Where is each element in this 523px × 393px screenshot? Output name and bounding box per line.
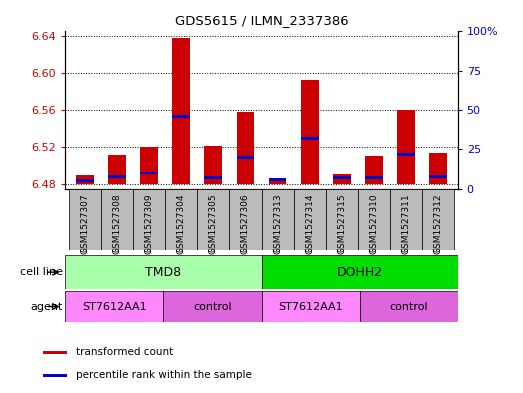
Bar — [133, 31, 165, 189]
Bar — [422, 31, 454, 189]
Bar — [236, 112, 254, 184]
Bar — [43, 351, 66, 354]
Bar — [293, 31, 326, 189]
Bar — [43, 374, 66, 377]
Bar — [301, 137, 319, 140]
Text: DOHH2: DOHH2 — [336, 266, 383, 279]
Bar — [397, 153, 415, 156]
Bar — [269, 178, 287, 184]
Text: GSM1527313: GSM1527313 — [273, 193, 282, 254]
Text: GSM1527315: GSM1527315 — [337, 193, 346, 254]
Bar — [133, 189, 165, 250]
Bar — [301, 79, 319, 184]
Bar — [326, 189, 358, 250]
Bar — [293, 189, 326, 250]
Text: cell line: cell line — [20, 267, 63, 277]
Text: ST7612AA1: ST7612AA1 — [82, 301, 147, 312]
Bar — [390, 189, 422, 250]
Bar — [204, 146, 222, 184]
Bar — [197, 189, 230, 250]
Text: TMD8: TMD8 — [145, 266, 181, 279]
Bar — [333, 174, 351, 184]
Text: ST7612AA1: ST7612AA1 — [278, 301, 343, 312]
Bar — [101, 31, 133, 189]
Bar — [140, 147, 158, 184]
Bar — [230, 31, 262, 189]
Text: GSM1527311: GSM1527311 — [402, 193, 411, 254]
Bar — [236, 156, 254, 159]
Bar — [108, 155, 126, 184]
Text: GSM1527312: GSM1527312 — [434, 193, 443, 254]
Bar — [69, 189, 101, 250]
Text: transformed count: transformed count — [76, 347, 174, 357]
Bar — [76, 175, 94, 184]
Bar — [358, 31, 390, 189]
Bar — [262, 255, 458, 289]
Bar — [326, 31, 358, 189]
Bar — [69, 31, 101, 189]
Title: GDS5615 / ILMN_2337386: GDS5615 / ILMN_2337386 — [175, 15, 348, 28]
Text: GSM1527306: GSM1527306 — [241, 193, 250, 254]
Bar — [140, 172, 158, 174]
Bar — [163, 291, 262, 322]
Text: GSM1527310: GSM1527310 — [370, 193, 379, 254]
Bar — [172, 38, 190, 184]
Bar — [422, 189, 454, 250]
Bar — [204, 176, 222, 179]
Bar — [262, 189, 293, 250]
Bar — [390, 31, 422, 189]
Bar — [365, 176, 383, 179]
Text: GSM1527314: GSM1527314 — [305, 193, 314, 254]
Bar — [429, 152, 447, 184]
Bar — [165, 189, 197, 250]
Bar — [262, 291, 360, 322]
Bar — [172, 115, 190, 118]
Text: control: control — [193, 301, 232, 312]
Bar — [230, 189, 262, 250]
Text: control: control — [389, 301, 428, 312]
Text: percentile rank within the sample: percentile rank within the sample — [76, 370, 253, 380]
Bar — [108, 175, 126, 178]
Text: agent: agent — [30, 301, 63, 312]
Bar — [360, 291, 458, 322]
Bar — [65, 255, 262, 289]
Text: GSM1527307: GSM1527307 — [80, 193, 89, 254]
Bar — [76, 180, 94, 182]
Text: GSM1527309: GSM1527309 — [144, 193, 153, 254]
Bar — [358, 189, 390, 250]
Bar — [197, 31, 230, 189]
Bar — [262, 31, 293, 189]
Bar — [365, 156, 383, 184]
Bar — [333, 176, 351, 179]
Bar — [165, 31, 197, 189]
Bar — [397, 110, 415, 184]
Text: GSM1527305: GSM1527305 — [209, 193, 218, 254]
Text: GSM1527308: GSM1527308 — [112, 193, 121, 254]
Bar — [269, 178, 287, 181]
Bar — [429, 175, 447, 178]
Text: GSM1527304: GSM1527304 — [177, 193, 186, 254]
Bar — [101, 189, 133, 250]
Bar — [65, 291, 163, 322]
